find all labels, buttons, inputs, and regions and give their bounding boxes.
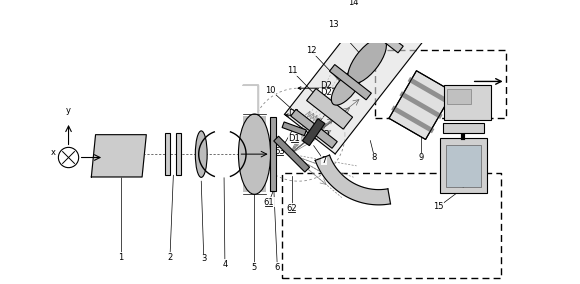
Polygon shape — [440, 139, 487, 193]
Ellipse shape — [238, 114, 270, 194]
Text: 8: 8 — [372, 153, 377, 162]
Polygon shape — [285, 1, 423, 154]
Text: 61: 61 — [263, 198, 274, 207]
Text: 12: 12 — [306, 46, 316, 55]
Polygon shape — [444, 85, 491, 120]
Ellipse shape — [331, 70, 361, 105]
Circle shape — [59, 147, 79, 168]
Polygon shape — [315, 155, 390, 205]
Polygon shape — [443, 123, 484, 133]
Text: z: z — [111, 153, 115, 162]
Polygon shape — [282, 122, 306, 135]
Text: O: O — [317, 129, 324, 138]
Polygon shape — [445, 145, 481, 187]
Text: 10: 10 — [266, 85, 276, 95]
Polygon shape — [274, 136, 310, 172]
Polygon shape — [291, 109, 337, 148]
Polygon shape — [389, 71, 453, 139]
Text: 3: 3 — [201, 254, 206, 264]
Text: 14: 14 — [349, 0, 359, 7]
Text: D1: D1 — [288, 134, 300, 143]
Text: 4: 4 — [222, 260, 227, 268]
Text: D2: D2 — [320, 82, 331, 90]
Polygon shape — [302, 119, 325, 146]
Text: 11: 11 — [287, 66, 298, 76]
Polygon shape — [92, 135, 146, 177]
Polygon shape — [242, 116, 266, 192]
Text: x: x — [51, 148, 56, 157]
Text: 9: 9 — [418, 153, 423, 162]
Polygon shape — [329, 64, 371, 100]
Text: 5: 5 — [252, 263, 257, 272]
Polygon shape — [447, 89, 471, 104]
Text: y: y — [66, 106, 71, 115]
Polygon shape — [176, 133, 181, 175]
Text: 1: 1 — [118, 253, 124, 262]
Ellipse shape — [195, 131, 207, 178]
Text: 63: 63 — [274, 147, 285, 156]
Text: D2: D2 — [320, 88, 331, 97]
Polygon shape — [367, 22, 403, 53]
Ellipse shape — [348, 38, 386, 84]
Polygon shape — [165, 133, 170, 175]
Text: 2: 2 — [168, 253, 173, 262]
Text: O: O — [322, 130, 329, 139]
Text: 13: 13 — [328, 20, 339, 29]
Text: 7: 7 — [321, 156, 327, 164]
Text: D1: D1 — [288, 109, 300, 118]
Polygon shape — [270, 117, 277, 191]
Text: 62: 62 — [287, 204, 297, 213]
Text: 6: 6 — [275, 263, 280, 272]
Polygon shape — [307, 89, 353, 129]
Text: 15: 15 — [433, 202, 444, 211]
